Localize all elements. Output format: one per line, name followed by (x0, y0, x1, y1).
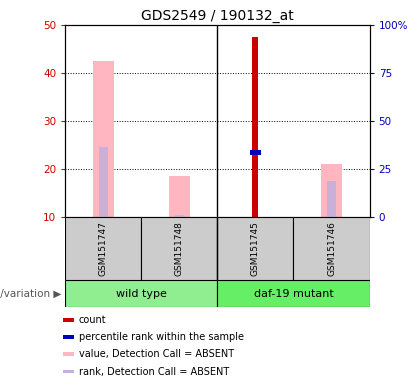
Bar (218, 217, 294, 280)
Title: GDS2549 / 190132_at: GDS2549 / 190132_at (141, 8, 294, 23)
Text: GSM151747: GSM151747 (99, 221, 108, 276)
Text: count: count (79, 314, 106, 325)
Bar (63, 335, 74, 339)
Bar (92, 61, 114, 217)
Bar (63, 370, 74, 373)
Bar (169, 176, 190, 217)
Bar (250, 150, 261, 155)
Text: GSM151745: GSM151745 (251, 221, 260, 276)
Text: wild type: wild type (116, 289, 167, 299)
Text: percentile rank within the sample: percentile rank within the sample (79, 332, 244, 342)
Bar (65, 217, 141, 280)
Text: genotype/variation ▶: genotype/variation ▶ (0, 289, 61, 299)
Bar (327, 181, 336, 217)
Bar (252, 37, 258, 217)
Bar (65, 280, 218, 307)
Bar (175, 215, 184, 217)
Bar (141, 217, 218, 280)
Text: GSM151748: GSM151748 (175, 221, 184, 276)
Text: GSM151746: GSM151746 (327, 221, 336, 276)
Bar (294, 217, 370, 280)
Bar (63, 353, 74, 356)
Text: value, Detection Call = ABSENT: value, Detection Call = ABSENT (79, 349, 234, 359)
Bar (321, 164, 342, 217)
Bar (63, 318, 74, 321)
Text: rank, Detection Call = ABSENT: rank, Detection Call = ABSENT (79, 366, 229, 377)
Text: daf-19 mutant: daf-19 mutant (254, 289, 333, 299)
Bar (99, 147, 108, 217)
Bar (218, 280, 370, 307)
